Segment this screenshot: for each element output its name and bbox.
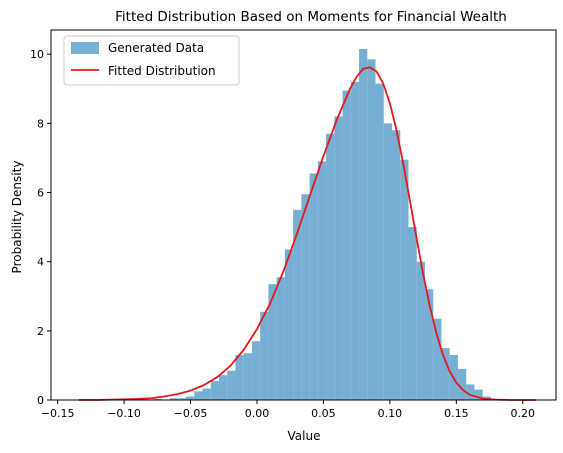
x-tick-label: 0.10 xyxy=(378,407,403,420)
y-axis-label: Probability Density xyxy=(10,161,24,274)
histogram-bar xyxy=(235,355,244,400)
histogram-bar xyxy=(441,348,450,400)
legend-swatch-generated-data xyxy=(71,42,99,54)
histogram-bar xyxy=(210,380,219,400)
histogram-bar xyxy=(153,398,162,400)
chart-title: Fitted Distribution Based on Moments for… xyxy=(115,9,507,25)
histogram-bar xyxy=(317,161,327,400)
histogram-bars xyxy=(78,49,508,401)
legend-label-fitted-distribution: Fitted Distribution xyxy=(108,64,216,78)
y-tick-label: 6 xyxy=(37,187,44,200)
x-tick-label: 0.05 xyxy=(311,407,336,420)
legend-label-generated-data: Generated Data xyxy=(108,41,204,55)
histogram-bar xyxy=(392,130,401,400)
histogram-bar xyxy=(243,353,252,400)
histogram-bar xyxy=(400,159,409,400)
y-axis: 0 2 4 6 8 10 xyxy=(30,48,51,407)
histogram-bar xyxy=(276,277,285,400)
y-tick-label: 8 xyxy=(37,117,44,130)
histogram-bar xyxy=(408,227,417,400)
histogram-bar xyxy=(457,368,467,400)
histogram-bar xyxy=(177,398,187,400)
histogram-bar xyxy=(424,289,434,400)
histogram-bar xyxy=(194,391,203,400)
histogram-bar xyxy=(342,90,351,401)
histogram-bar xyxy=(350,81,360,401)
plot-frame xyxy=(50,29,557,401)
histogram-bar xyxy=(284,249,294,400)
histogram-bar xyxy=(218,375,228,400)
histogram-bar xyxy=(293,209,302,400)
x-axis-label: Value xyxy=(288,429,321,443)
histogram-bar xyxy=(227,370,236,400)
histogram-bar xyxy=(433,318,442,400)
histogram-bar xyxy=(367,59,376,401)
y-tick-label: 10 xyxy=(30,48,44,61)
x-tick-label: −0.05 xyxy=(174,407,208,420)
histogram-bar xyxy=(326,133,335,400)
histogram-bar xyxy=(268,284,277,400)
histogram-bar xyxy=(416,261,425,400)
y-tick-label: 4 xyxy=(37,256,44,269)
histogram-bar xyxy=(359,49,368,401)
histogram-bar xyxy=(309,173,318,400)
legend-box xyxy=(63,35,240,86)
histogram-bar xyxy=(383,123,393,400)
histogram-bar xyxy=(466,384,475,400)
x-tick-label: 0.15 xyxy=(444,407,469,420)
histogram-bar xyxy=(169,398,178,400)
x-axis: −0.15 −0.10 −0.05 0.00 0.05 0.10 0.15 0.20 xyxy=(41,400,535,420)
histogram-bar xyxy=(251,341,261,400)
histogram-bar xyxy=(301,194,310,400)
y-tick-label: 2 xyxy=(37,325,44,338)
histogram-bar xyxy=(186,396,195,400)
histogram-bar xyxy=(375,83,384,400)
x-tick-label: −0.10 xyxy=(107,407,141,420)
x-tick-label: 0.00 xyxy=(245,407,270,420)
histogram-bar xyxy=(474,389,483,400)
legend: Generated Data Fitted Distribution xyxy=(63,35,240,86)
histogram-bar xyxy=(260,311,269,400)
histogram-bar xyxy=(334,116,343,400)
x-tick-label: −0.15 xyxy=(41,407,75,420)
x-tick-label: 0.20 xyxy=(511,407,536,420)
fitted-distribution-line xyxy=(78,66,537,401)
histogram-bar xyxy=(202,388,211,400)
y-tick-label: 0 xyxy=(37,394,44,407)
fitted-curve-layer xyxy=(78,66,537,401)
